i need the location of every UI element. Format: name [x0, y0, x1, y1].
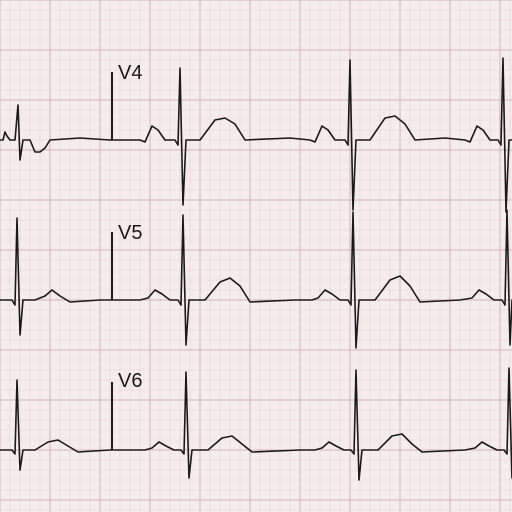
ecg-svg	[0, 0, 512, 512]
ecg-chart: V4V5V6	[0, 0, 512, 512]
